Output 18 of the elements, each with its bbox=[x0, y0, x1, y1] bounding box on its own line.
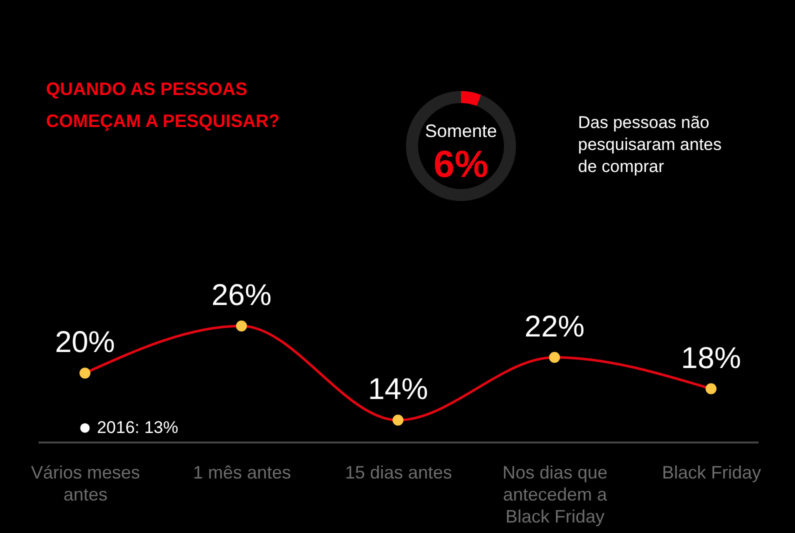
data-label: 14% bbox=[368, 373, 428, 406]
data-label: 26% bbox=[211, 279, 272, 312]
data-label: 18% bbox=[681, 342, 742, 375]
x-tick-label: Vários meses antes bbox=[30, 462, 140, 504]
x-tick-label: 1 mês antes bbox=[192, 462, 292, 482]
donut-slice bbox=[461, 91, 482, 106]
text: Somente bbox=[424, 121, 498, 141]
data-label: 20% bbox=[54, 326, 115, 360]
x-tick-label: 15 dias antes bbox=[344, 462, 452, 482]
data-label: 22% bbox=[524, 310, 585, 344]
text: 6% bbox=[434, 144, 488, 186]
donut-slice bbox=[406, 91, 516, 201]
x-tick-label: Nos dias que antecedem a Black Friday bbox=[502, 462, 608, 526]
text: Das pessoas não pesquisaram antes de comprar bbox=[578, 113, 722, 176]
data-label: 2016: 13% bbox=[96, 418, 178, 437]
chart-title: QUANDO AS PESSOAS COMEÇAM A PESQUISAR? bbox=[46, 79, 280, 131]
x-tick-label: Black Friday bbox=[662, 462, 762, 482]
point bbox=[80, 423, 90, 433]
